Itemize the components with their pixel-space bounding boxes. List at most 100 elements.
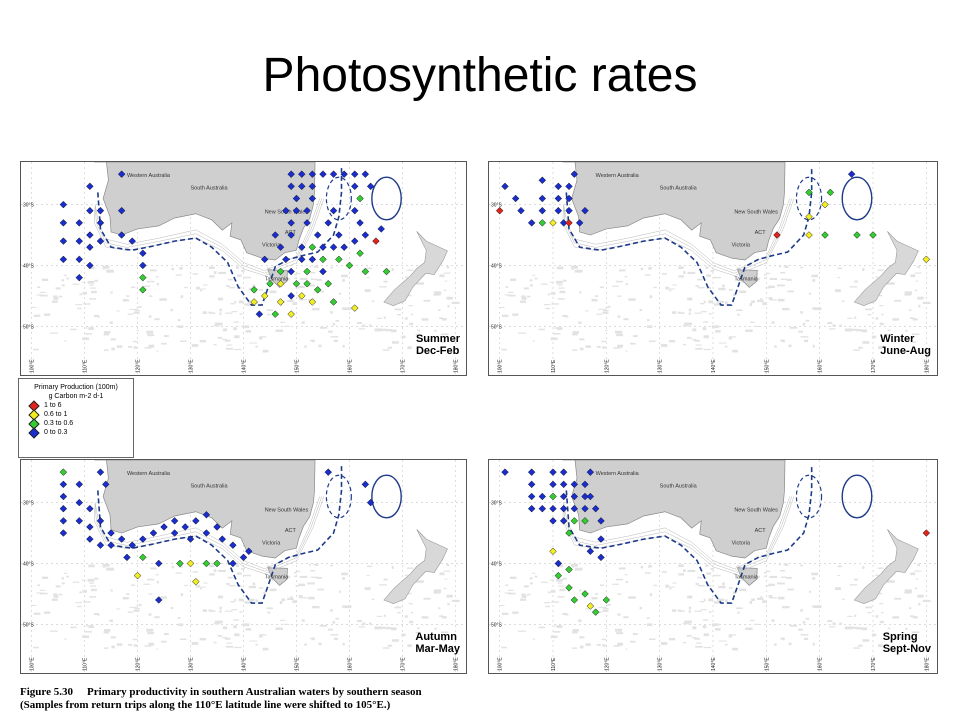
- seafloor-mark: [865, 308, 872, 311]
- seafloor-mark: [739, 290, 747, 294]
- seafloor-mark: [632, 335, 638, 338]
- station-marker: [86, 182, 94, 191]
- seafloor-mark: [677, 311, 682, 313]
- station-marker: [549, 480, 557, 489]
- seafloor-mark: [391, 627, 397, 631]
- seafloor-mark: [858, 346, 863, 349]
- seafloor-mark: [805, 319, 810, 322]
- seafloor-mark: [617, 593, 622, 595]
- station-marker: [356, 219, 364, 227]
- seafloor-mark: [736, 267, 741, 270]
- seafloor-mark: [771, 619, 775, 622]
- seafloor-mark: [776, 582, 785, 585]
- seafloor-mark: [410, 313, 414, 316]
- seafloor-mark: [235, 564, 239, 567]
- seafloor-mark: [93, 612, 99, 616]
- station-marker: [260, 255, 269, 264]
- seafloor-mark: [310, 576, 317, 578]
- seafloor-mark: [298, 583, 306, 586]
- seafloor-mark: [756, 597, 764, 600]
- seafloor-mark: [861, 627, 868, 631]
- contour-line: [563, 198, 793, 274]
- seafloor-mark: [33, 314, 41, 317]
- seafloor-mark: [917, 296, 924, 300]
- seafloor-mark: [580, 645, 584, 649]
- seafloor-mark: [765, 272, 771, 275]
- seafloor-mark: [72, 283, 80, 285]
- seafloor-mark: [875, 574, 879, 576]
- station-marker: [377, 225, 385, 233]
- longitude-label: 150°E: [294, 359, 300, 373]
- seafloor-mark: [768, 583, 775, 586]
- station-marker: [271, 231, 280, 239]
- seafloor-mark: [424, 636, 431, 640]
- station-marker: [276, 243, 285, 251]
- seafloor-mark: [875, 615, 879, 618]
- seafloor-mark: [905, 329, 908, 332]
- seafloor-mark: [862, 566, 865, 569]
- seafloor-mark: [376, 317, 383, 319]
- seafloor-mark: [222, 328, 227, 332]
- label-tasmania: Tasmania: [265, 575, 289, 581]
- current-path: [565, 466, 813, 604]
- label-tasmania: Tasmania: [265, 277, 289, 283]
- seafloor-mark: [407, 346, 412, 350]
- station-marker: [554, 206, 563, 215]
- seafloor-mark: [543, 304, 551, 306]
- seafloor-mark: [131, 584, 136, 586]
- seafloor-mark: [532, 572, 536, 574]
- seafloor-mark: [688, 312, 691, 315]
- seafloor-mark: [728, 337, 733, 340]
- station-marker: [581, 504, 589, 513]
- seafloor-mark: [602, 644, 606, 647]
- seafloor-mark: [904, 591, 911, 594]
- label-act: ACT: [285, 528, 297, 534]
- seafloor-mark: [338, 590, 341, 593]
- station-marker: [250, 286, 258, 294]
- seafloor-mark: [379, 584, 387, 586]
- station-marker: [361, 170, 370, 178]
- seafloor-mark: [79, 591, 82, 594]
- seafloor-mark: [922, 599, 931, 603]
- seafloor-mark: [296, 570, 301, 573]
- station-marker: [260, 292, 269, 300]
- seafloor-mark: [894, 299, 902, 302]
- seafloor-mark: [695, 645, 703, 648]
- seafloor-mark: [421, 318, 429, 321]
- seafloor-mark: [175, 572, 182, 574]
- australia-landmass: [562, 460, 786, 559]
- seafloor-mark: [133, 644, 137, 647]
- seafloor-mark: [103, 647, 109, 649]
- seafloor-mark: [594, 295, 599, 297]
- seafloor-mark: [692, 328, 697, 332]
- seafloor-mark: [89, 287, 97, 289]
- seafloor-mark: [853, 578, 858, 581]
- seafloor-mark: [718, 287, 726, 291]
- seafloor-mark: [171, 267, 175, 271]
- seafloor-mark: [381, 626, 387, 629]
- station-marker: [329, 243, 338, 251]
- seafloor-mark: [191, 344, 199, 347]
- seafloor-mark: [199, 339, 207, 343]
- station-marker: [538, 219, 547, 227]
- seafloor-mark: [408, 294, 412, 297]
- seafloor-mark: [200, 587, 203, 590]
- station-marker: [59, 480, 68, 489]
- seafloor-mark: [342, 344, 345, 348]
- seafloor-mark: [132, 340, 138, 343]
- seafloor-mark: [760, 298, 763, 300]
- seafloor-mark: [106, 567, 114, 571]
- seafloor-mark: [703, 300, 706, 304]
- seafloor-mark: [332, 620, 336, 624]
- seafloor-mark: [330, 336, 339, 338]
- seafloor-mark: [317, 588, 325, 591]
- seafloor-mark: [512, 313, 519, 316]
- seafloor-mark: [842, 300, 845, 302]
- seafloor-mark: [175, 274, 182, 276]
- seafloor-mark: [540, 581, 548, 583]
- seafloor-mark: [409, 322, 414, 326]
- seafloor-mark: [836, 277, 840, 279]
- seafloor-mark: [244, 601, 252, 604]
- station-marker: [366, 182, 375, 191]
- station-marker: [549, 504, 557, 513]
